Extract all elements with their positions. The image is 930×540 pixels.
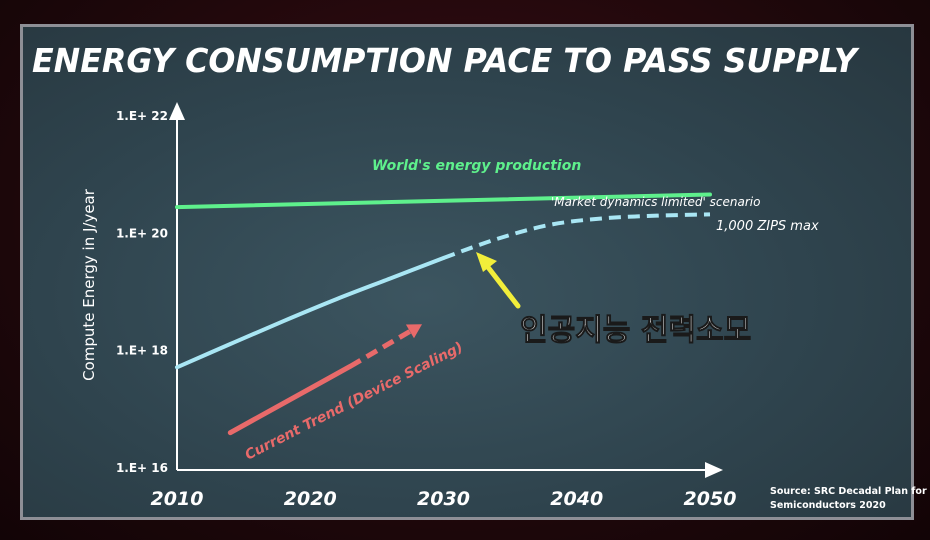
chart-title: ENERGY CONSUMPTION PACE TO PASS SUPPLY (32, 41, 860, 80)
x-tick-label: 2040 (550, 488, 603, 510)
series-line-dashed (348, 325, 419, 369)
y-tick-label: 1.E+ 18 (116, 344, 168, 358)
series-line-solid (175, 255, 446, 370)
energy-production-label: World's energy production (372, 158, 581, 174)
series-line (175, 192, 712, 210)
x-tick-labels: 2010 2020 2030 2040 2050 (151, 488, 737, 510)
series-line-dashed (442, 212, 711, 260)
x-tick-label: 2020 (284, 488, 337, 510)
korean-caption: 인공지능 전력소모 (520, 313, 751, 348)
highlight-arrow-head (476, 252, 497, 272)
scenario-label: 'Market dynamics limited' scenario (551, 195, 760, 209)
x-tick-label: 2030 (417, 488, 470, 510)
source-line-1: Source: SRC Decadal Plan for (770, 486, 927, 497)
series-layer (175, 192, 712, 436)
x-tick-label: 2010 (151, 488, 204, 510)
y-axis-label: Compute Energy in J/year (80, 188, 98, 381)
source-line-2: Semiconductors 2020 (770, 500, 886, 511)
series-line-solid (227, 363, 353, 436)
zips-label: 1,000 ZIPS max (716, 219, 819, 234)
y-tick-label: 1.E+ 22 (116, 109, 168, 123)
y-tick-labels: 1.E+ 16 1.E+ 18 1.E+ 20 1.E+ 22 (116, 109, 168, 475)
y-tick-label: 1.E+ 16 (116, 461, 168, 475)
x-tick-label: 2050 (684, 488, 737, 510)
highlight-arrow (481, 259, 521, 309)
current-trend-label: Current Trend (Device Scaling) (243, 339, 466, 463)
y-tick-label: 1.E+ 20 (116, 226, 168, 240)
trend-arrow-head (405, 324, 423, 339)
